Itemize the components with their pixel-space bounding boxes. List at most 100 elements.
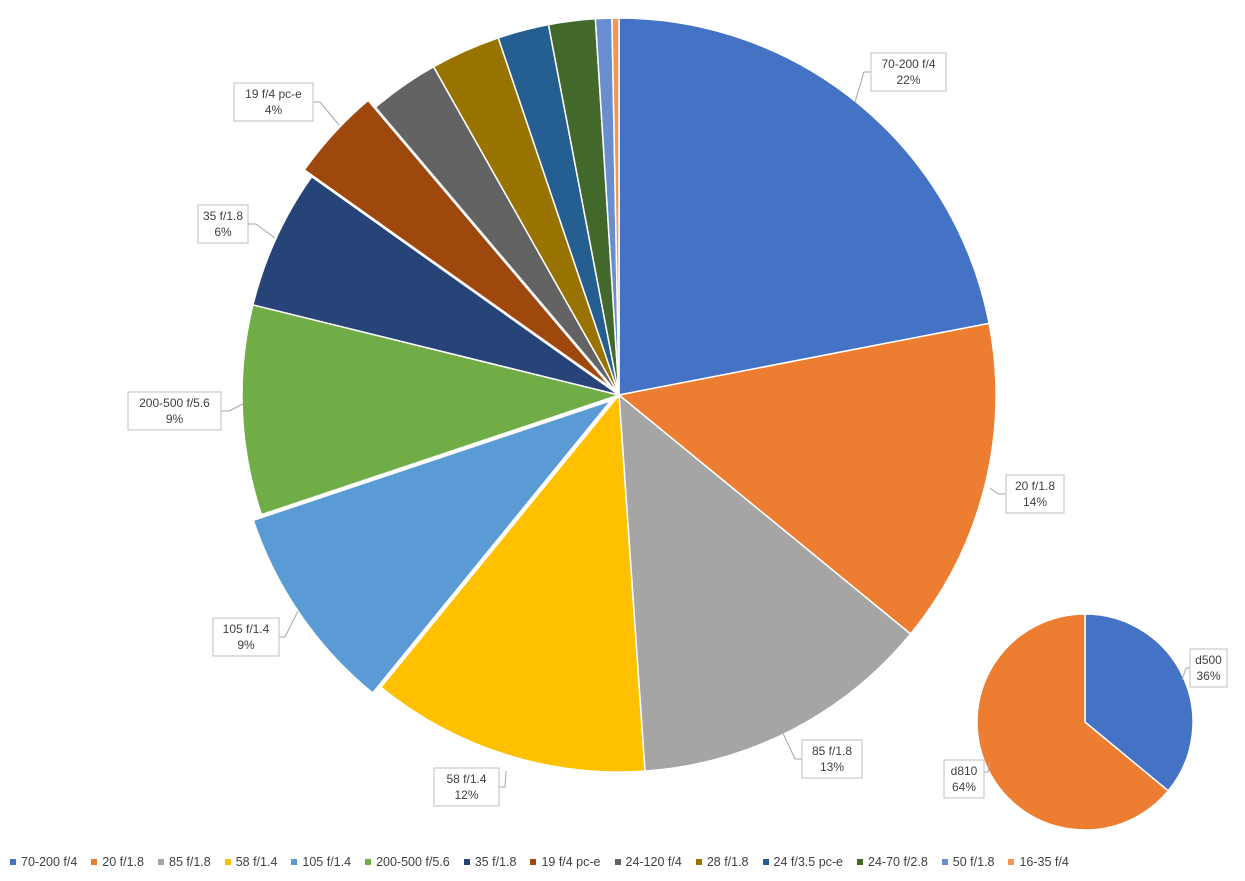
camera-pie-chart [976, 613, 1194, 831]
legend-swatch [291, 859, 298, 865]
data-label-19-f-4-pc-e: 19 f/4 pc-e 4% [233, 82, 340, 126]
data-label-name: 85 f/1.8 [812, 744, 852, 758]
legend-label: 70-200 f/4 [21, 855, 78, 869]
legend-swatch [762, 859, 769, 865]
legend-swatch [941, 859, 948, 865]
legend-label: 19 f/4 pc-e [541, 855, 601, 869]
legend-label: 85 f/1.8 [169, 855, 211, 869]
data-label-percent: 6% [214, 225, 232, 239]
leader-line [313, 101, 340, 126]
data-label-name: 19 f/4 pc-e [245, 87, 302, 101]
leader-line [989, 487, 1006, 495]
data-label-percent: 9% [166, 412, 184, 426]
data-label-105-f-1-4: 105 f/1.4 9% [212, 610, 299, 657]
pie-slice-35-f-1-8 [252, 175, 620, 396]
legend-label: 28 f/1.8 [706, 855, 749, 869]
data-label-percent: 4% [265, 103, 283, 117]
legend-swatch [530, 859, 537, 865]
legend-swatch [614, 859, 621, 865]
legend-swatch [158, 859, 164, 865]
data-label-percent: 36% [1196, 669, 1220, 683]
main-pie-data-labels: 70-200 f/4 22% 20 f/1.8 14% 85 f/1.8 13% 58 f/… [127, 52, 1065, 807]
leader-line [1181, 667, 1190, 681]
data-label-200-500-f-5-6: 200-500 f/5.6 9% [127, 391, 244, 431]
legend-item-105-f-1-4: 105 f/1.4 [291, 855, 351, 869]
legend-label: 58 f/1.4 [235, 855, 278, 869]
data-label-name: d810 [951, 764, 978, 778]
legend-label: 24-70 f/2.8 [868, 855, 928, 869]
data-label-70-200-f-4: 70-200 f/4 22% [854, 52, 947, 103]
legend-item-20-f-1-8: 20 f/1.8 [91, 855, 144, 869]
pie-slice-20-f-1-8 [617, 322, 997, 636]
data-label-box [870, 52, 947, 92]
legend-swatch [365, 859, 372, 865]
camera-pie-data-labels: d500 36% d810 64% [943, 648, 1228, 799]
legend-item-70-200-f-4: 70-200 f/4 [10, 855, 77, 869]
data-label-box [801, 739, 863, 779]
data-label-box [1189, 648, 1228, 688]
pie-slice-85-f-1-8 [618, 393, 912, 772]
pie-slice-105-f-1-4 [252, 399, 613, 695]
data-label-name: d500 [1195, 653, 1222, 667]
legend-item-50-f-1-8: 50 f/1.8 [941, 855, 995, 869]
data-label-box [233, 82, 314, 122]
main-pie-chart [241, 17, 997, 773]
legend-swatch [1008, 859, 1015, 865]
data-label-20-f-1-8: 20 f/1.8 14% [989, 474, 1065, 514]
legend-item-200-500-f-5-6: 200-500 f/5.6 [365, 855, 450, 869]
pie-slice-200-500-f-5-6 [241, 303, 622, 516]
data-label-d810: d810 64% [943, 759, 991, 799]
legend-label: 105 f/1.4 [302, 855, 352, 869]
pie-slice-58-f-1-4 [379, 393, 646, 773]
data-label-name: 20 f/1.8 [1015, 479, 1055, 493]
pie-slice-70-200-f-4 [618, 17, 991, 396]
legend-label: 50 f/1.8 [952, 855, 995, 869]
data-label-box [943, 759, 985, 799]
legend-item-19-f-4-pc-e: 19 f/4 pc-e [530, 855, 601, 869]
chart-legend: 70-200 f/4 20 f/1.8 85 f/1.8 58 f/1.4 105 f/… [10, 852, 1240, 872]
data-label-35-f-1-8: 35 f/1.8 6% [197, 204, 276, 244]
data-label-percent: 22% [896, 73, 920, 87]
leader-line [781, 730, 802, 760]
legend-swatch [695, 859, 702, 865]
data-label-percent: 12% [454, 788, 478, 802]
legend-label: 24 f/3.5 pc-e [773, 855, 844, 869]
legend-item-85-f-1-8: 85 f/1.8 [158, 855, 211, 869]
legend-item-28-f-1-8: 28 f/1.8 [695, 855, 749, 869]
legend-swatch [224, 859, 231, 865]
legend-label: 200-500 f/5.6 [376, 855, 450, 869]
data-label-percent: 13% [820, 760, 844, 774]
legend-swatch [463, 859, 470, 865]
legend-item-24-f-3-5-pc-e: 24 f/3.5 pc-e [762, 855, 844, 869]
legend-label: 35 f/1.8 [474, 855, 517, 869]
legend-label: 24-120 f/4 [625, 855, 682, 869]
leader-line [221, 403, 244, 412]
data-label-name: 58 f/1.4 [446, 772, 486, 786]
data-label-name: 35 f/1.8 [203, 209, 243, 223]
leader-line [248, 223, 276, 239]
data-label-percent: 9% [237, 638, 255, 652]
legend-item-16-35-f-4: 16-35 f/4 [1008, 855, 1069, 869]
pie-slice-16-35-f-4 [611, 17, 620, 396]
data-label-name: 105 f/1.4 [223, 622, 270, 636]
data-label-percent: 14% [1023, 495, 1047, 509]
data-label-box [127, 391, 222, 431]
data-label-85-f-1-8: 85 f/1.8 13% [781, 730, 863, 779]
legend-item-35-f-1-8: 35 f/1.8 [463, 855, 517, 869]
data-label-box [197, 204, 249, 244]
legend-swatch [91, 859, 98, 865]
data-label-percent: 64% [952, 780, 976, 794]
legend-label: 20 f/1.8 [102, 855, 144, 869]
legend-item-58-f-1-4: 58 f/1.4 [224, 855, 278, 869]
data-label-name: 70-200 f/4 [881, 57, 935, 71]
data-label-box [433, 767, 500, 807]
legend-item-24-120-f-4: 24-120 f/4 [614, 855, 682, 869]
leader-line [279, 610, 299, 638]
data-label-d500: d500 36% [1181, 648, 1228, 688]
legend-item-24-70-f-2-8: 24-70 f/2.8 [857, 855, 928, 869]
legend-swatch [857, 859, 864, 865]
data-label-name: 200-500 f/5.6 [139, 396, 210, 410]
leader-line [984, 761, 991, 773]
legend-swatch [10, 859, 16, 865]
